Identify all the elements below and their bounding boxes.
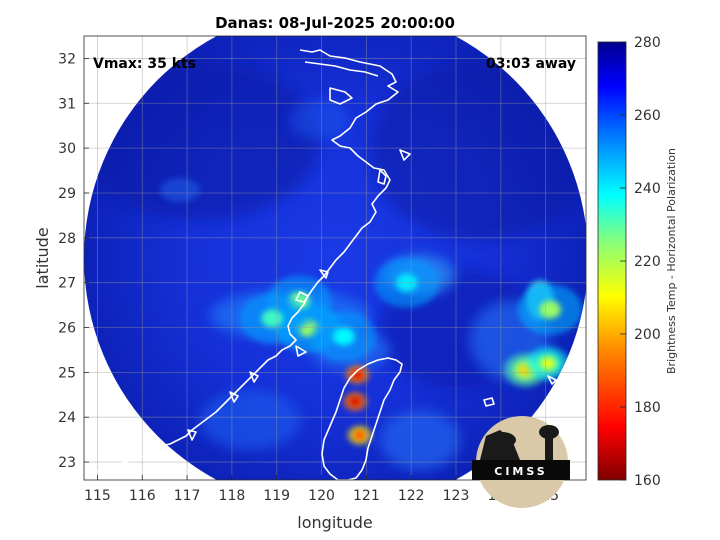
x-tick-label-116: 116: [129, 488, 156, 504]
colorbar-ticks: 160 180 200 220 240 260 280: [620, 35, 661, 489]
cold-feature-core: [355, 431, 364, 439]
logo-text: CIMSS: [494, 465, 547, 478]
y-tick-label-30: 30: [58, 141, 76, 157]
taiwan-coastline: [321, 357, 403, 480]
cold-feature-core: [333, 327, 355, 346]
x-tick-label-115: 115: [84, 488, 111, 504]
cimss-logo: CIMSS: [472, 416, 570, 508]
cold-cloud-features: [239, 257, 583, 445]
coastal-islands: [187, 149, 411, 441]
x-tick-label-118: 118: [219, 488, 246, 504]
cold-feature-core: [350, 398, 360, 406]
colorbar-tick-label-220: 220: [634, 254, 661, 270]
gridlines: [84, 36, 586, 480]
vmax-annotation: Vmax: 35 kts: [93, 56, 196, 72]
coastlines: [85, 49, 557, 480]
colorbar-label: Brightness Temp - Horizontal Polarizatio…: [665, 148, 678, 374]
axes-frame: [83, 35, 587, 481]
colorbar-tick-label-260: 260: [634, 108, 661, 124]
time-away-annotation: 03:03 away: [486, 56, 576, 72]
cold-feature-core: [540, 357, 556, 370]
x-tick-label-120: 120: [308, 488, 335, 504]
y-tick-label-28: 28: [58, 231, 76, 247]
y-axis-label: latitude: [33, 227, 52, 288]
colorbar-tick-label-240: 240: [634, 181, 661, 197]
y-tick-label-27: 27: [58, 276, 76, 292]
colorbar-tick-label-160: 160: [634, 473, 661, 489]
y-tick-label-23: 23: [58, 455, 76, 471]
y-tick-label-29: 29: [58, 186, 76, 202]
estuary-coastline: [304, 61, 379, 105]
colorbar-tick-label-180: 180: [634, 400, 661, 416]
x-axis-label: longitude: [297, 513, 372, 532]
cold-feature-core: [261, 309, 284, 328]
x-tick-label-117: 117: [174, 488, 201, 504]
x-tick-label-122: 122: [398, 488, 425, 504]
x-tick-label-123: 123: [443, 488, 470, 504]
y-tick-label-31: 31: [58, 96, 76, 112]
y-tick-label-25: 25: [58, 365, 76, 381]
chart-title: Danas: 08-Jul-2025 20:00:00: [215, 14, 455, 32]
colorbar-tick-label-280: 280: [634, 35, 661, 51]
colorbar-tick-label-200: 200: [634, 327, 661, 343]
x-tick-label-121: 121: [353, 488, 380, 504]
y-tick-label-26: 26: [58, 321, 76, 337]
x-tick-label-119: 119: [263, 488, 290, 504]
y-tick-label-32: 32: [58, 51, 76, 67]
ryukyu-islands: [483, 375, 557, 407]
cold-feature-core: [539, 300, 561, 319]
y-tick-label-24: 24: [58, 410, 76, 426]
